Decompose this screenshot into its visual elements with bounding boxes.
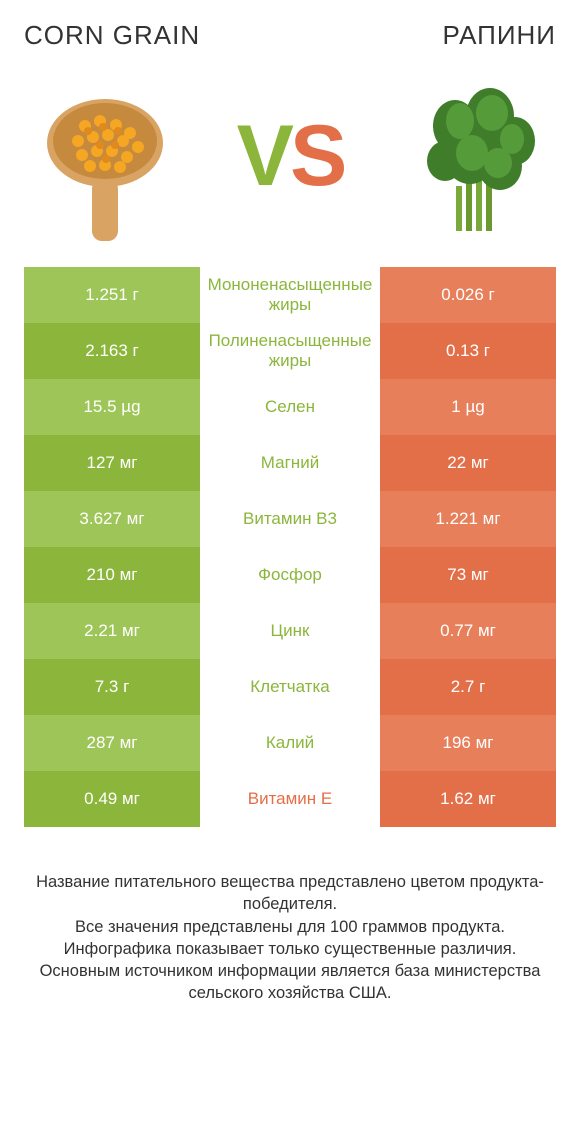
- table-row: 0.49 мгВитамин E1.62 мг: [24, 771, 556, 827]
- value-right: 0.13 г: [380, 323, 556, 379]
- vs-label: VS: [237, 113, 344, 199]
- value-right: 2.7 г: [380, 659, 556, 715]
- table-row: 7.3 гКлетчатка2.7 г: [24, 659, 556, 715]
- rapini-image: [400, 71, 550, 241]
- footnote: Название питательного вещества представл…: [24, 871, 556, 1005]
- value-right: 1.62 мг: [380, 771, 556, 827]
- table-row: 287 мгКалий196 мг: [24, 715, 556, 771]
- nutrient-label: Магний: [202, 435, 380, 491]
- vs-s: S: [290, 113, 343, 199]
- value-left: 287 мг: [24, 715, 202, 771]
- nutrient-label: Калий: [202, 715, 380, 771]
- table-row: 3.627 мгВитамин B31.221 мг: [24, 491, 556, 547]
- nutrient-label: Мононенасыщенные жиры: [202, 267, 380, 323]
- nutrient-label: Фосфор: [202, 547, 380, 603]
- nutrient-label: Витамин B3: [202, 491, 380, 547]
- value-left: 0.49 мг: [24, 771, 202, 827]
- table-row: 2.21 мгЦинк0.77 мг: [24, 603, 556, 659]
- table-row: 127 мгМагний22 мг: [24, 435, 556, 491]
- value-left: 210 мг: [24, 547, 202, 603]
- title-right: РАПИНИ: [443, 20, 557, 51]
- titles-row: CORN GRAIN РАПИНИ: [24, 20, 556, 51]
- value-right: 22 мг: [380, 435, 556, 491]
- comparison-table: 1.251 гМононенасыщенные жиры0.026 г2.163…: [24, 267, 556, 827]
- value-left: 127 мг: [24, 435, 202, 491]
- table-row: 210 мгФосфор73 мг: [24, 547, 556, 603]
- value-left: 7.3 г: [24, 659, 202, 715]
- hero-row: VS: [24, 71, 556, 241]
- table-row: 2.163 гПолиненасыщенные жиры0.13 г: [24, 323, 556, 379]
- nutrient-label: Цинк: [202, 603, 380, 659]
- value-right: 0.026 г: [380, 267, 556, 323]
- nutrient-label: Полиненасыщенные жиры: [202, 323, 380, 379]
- value-right: 196 мг: [380, 715, 556, 771]
- table-row: 1.251 гМононенасыщенные жиры0.026 г: [24, 267, 556, 323]
- corn-image: [30, 71, 180, 241]
- value-left: 1.251 г: [24, 267, 202, 323]
- value-right: 73 мг: [380, 547, 556, 603]
- nutrient-label: Витамин E: [202, 771, 380, 827]
- value-left: 2.21 мг: [24, 603, 202, 659]
- value-right: 1 µg: [380, 379, 556, 435]
- value-left: 3.627 мг: [24, 491, 202, 547]
- nutrient-label: Клетчатка: [202, 659, 380, 715]
- vs-v: V: [237, 113, 290, 199]
- value-right: 1.221 мг: [380, 491, 556, 547]
- value-right: 0.77 мг: [380, 603, 556, 659]
- value-left: 15.5 µg: [24, 379, 202, 435]
- table-row: 15.5 µgСелен1 µg: [24, 379, 556, 435]
- nutrient-label: Селен: [202, 379, 380, 435]
- title-left: CORN GRAIN: [24, 20, 200, 51]
- value-left: 2.163 г: [24, 323, 202, 379]
- infographic: CORN GRAIN РАПИНИ: [0, 0, 580, 1144]
